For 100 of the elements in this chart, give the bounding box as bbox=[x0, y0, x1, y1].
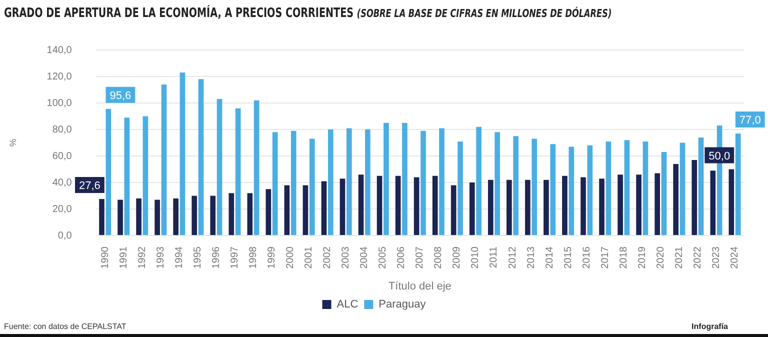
bar bbox=[99, 198, 104, 236]
bar bbox=[136, 198, 142, 236]
bar bbox=[106, 108, 112, 236]
x-tick-label: 1998 bbox=[248, 246, 259, 269]
x-tick-label: 2009 bbox=[452, 246, 463, 269]
bar bbox=[580, 177, 586, 236]
bar bbox=[365, 130, 370, 236]
x-tick-label: 2002 bbox=[322, 246, 334, 269]
x-tick-label: 2013 bbox=[526, 246, 537, 269]
x-tick-label: 2021 bbox=[674, 246, 685, 269]
x-tick-label: 1999 bbox=[266, 246, 278, 269]
bar bbox=[228, 193, 234, 236]
bar bbox=[636, 174, 642, 236]
data-label: 50,0 bbox=[708, 150, 730, 162]
x-tick-label: 2019 bbox=[636, 246, 648, 269]
bar bbox=[192, 196, 198, 236]
bar bbox=[654, 173, 660, 236]
data-label: 95,6 bbox=[110, 90, 132, 102]
x-tick-label: 1990 bbox=[100, 246, 111, 269]
bar bbox=[272, 132, 278, 236]
bar bbox=[506, 180, 512, 236]
bar bbox=[235, 108, 241, 236]
bar bbox=[432, 176, 438, 236]
x-tick-label: 2023 bbox=[710, 246, 722, 269]
bar bbox=[302, 185, 308, 236]
bar bbox=[599, 178, 604, 236]
bar bbox=[661, 152, 667, 236]
bar bbox=[513, 136, 519, 236]
bar bbox=[439, 128, 444, 236]
x-axis-title: Título del eje bbox=[388, 280, 452, 292]
legend-label: Paraguay bbox=[378, 298, 426, 311]
bar bbox=[180, 72, 186, 236]
source-note: Fuente: con datos de CEPALSTAT bbox=[4, 322, 126, 331]
bar bbox=[309, 138, 315, 236]
bar bbox=[544, 180, 549, 236]
bar bbox=[735, 134, 741, 236]
x-tick-label: 1991 bbox=[118, 246, 130, 269]
bar bbox=[266, 189, 272, 236]
x-tick-label: 2008 bbox=[433, 246, 444, 269]
y-tick-label: 20,0 bbox=[52, 204, 72, 215]
bar bbox=[210, 196, 216, 236]
x-tick-label: 2020 bbox=[655, 246, 666, 269]
x-tick-label: 1994 bbox=[174, 246, 185, 269]
bar bbox=[420, 130, 426, 236]
bar bbox=[376, 176, 382, 236]
bar bbox=[414, 177, 420, 236]
bar bbox=[476, 126, 482, 236]
bar bbox=[284, 185, 290, 236]
bar bbox=[450, 185, 456, 236]
bar bbox=[673, 164, 679, 236]
bar bbox=[328, 130, 334, 236]
x-tick-label: 1992 bbox=[136, 246, 148, 269]
legend-label: ALC bbox=[336, 298, 358, 311]
bar bbox=[395, 176, 401, 236]
bar bbox=[154, 200, 160, 236]
bar bbox=[525, 180, 530, 236]
bar bbox=[198, 79, 204, 236]
y-tick-label: 100,0 bbox=[46, 98, 72, 109]
bar bbox=[384, 122, 389, 236]
bar bbox=[346, 128, 352, 236]
bar bbox=[624, 140, 630, 236]
x-tick-label: 1997 bbox=[229, 246, 240, 269]
x-tick-label: 1996 bbox=[210, 246, 222, 269]
x-tick-label: 2005 bbox=[378, 246, 389, 269]
x-tick-label: 2006 bbox=[396, 246, 408, 269]
bar bbox=[216, 99, 222, 236]
data-label: 27,6 bbox=[79, 180, 100, 192]
bar bbox=[173, 198, 178, 236]
x-tick-label: 2010 bbox=[470, 246, 482, 269]
x-tick-label: 1993 bbox=[155, 246, 166, 269]
bar bbox=[488, 180, 494, 236]
x-tick-label: 2014 bbox=[544, 246, 556, 269]
bar bbox=[124, 118, 130, 236]
bar bbox=[458, 141, 463, 236]
x-tick-label: 2000 bbox=[285, 246, 296, 269]
y-tick-label: 120,0 bbox=[46, 71, 72, 82]
x-tick-label: 2018 bbox=[618, 246, 630, 269]
bar bbox=[247, 193, 253, 236]
bar bbox=[402, 122, 408, 236]
bar bbox=[358, 174, 364, 236]
bar bbox=[698, 137, 704, 236]
y-tick-label: 60,0 bbox=[52, 150, 72, 162]
bar bbox=[532, 138, 538, 236]
text: Infografía bbox=[692, 322, 728, 331]
bar bbox=[568, 146, 574, 236]
bar bbox=[494, 132, 500, 236]
bar bbox=[618, 174, 623, 236]
bar bbox=[710, 170, 716, 236]
bar bbox=[728, 169, 734, 236]
bar bbox=[587, 145, 593, 236]
bar bbox=[562, 176, 568, 236]
bar bbox=[290, 130, 296, 236]
x-tick-label: 2001 bbox=[304, 246, 315, 269]
y-tick-label: 80,0 bbox=[52, 124, 72, 136]
bar bbox=[642, 141, 648, 236]
bar bbox=[606, 141, 612, 236]
x-tick-label: 2011 bbox=[488, 246, 500, 268]
y-axis-title: % bbox=[8, 138, 18, 147]
x-tick-label: 2012 bbox=[507, 246, 518, 269]
y-tick-label: 0,0 bbox=[58, 230, 72, 242]
